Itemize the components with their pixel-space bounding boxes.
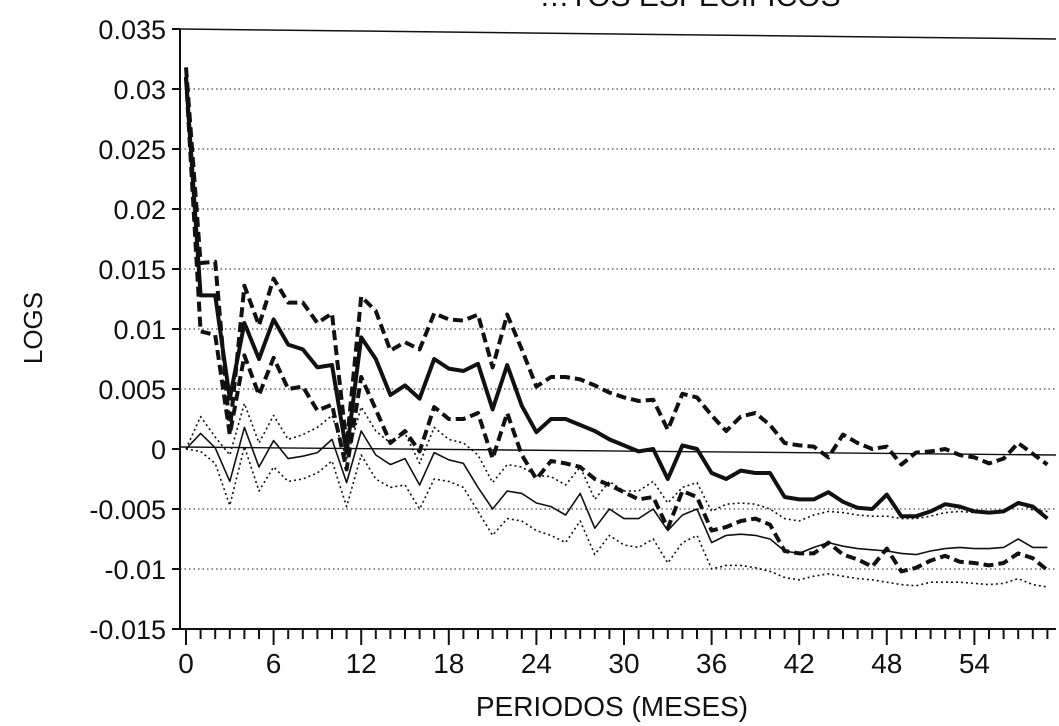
x-tick-label: 0 (178, 648, 194, 679)
x-tick-label: 18 (433, 648, 464, 679)
y-tick-label: 0 (151, 435, 166, 465)
zero-line (179, 446, 1057, 456)
chart-title: …TOS ESPECÍFICOS (539, 0, 840, 13)
series-line-4 (185, 426, 1048, 556)
series-line-2 (184, 67, 1049, 467)
y-tick-label: 0.02 (113, 195, 166, 225)
y-tick-label: 0.03 (113, 75, 166, 105)
y-tick-label: 0.035 (98, 15, 166, 45)
x-tick-label: 42 (784, 648, 815, 679)
x-tick-label: 54 (959, 648, 990, 679)
y-tick-label: 0.005 (98, 375, 166, 405)
x-tick-label: 12 (346, 648, 377, 679)
top-frame-line (179, 28, 1057, 40)
x-tick-label: 48 (871, 648, 902, 679)
series-line-3 (184, 76, 1049, 574)
x-tick-label: 24 (521, 648, 552, 679)
y-axis-label: LOGS (18, 292, 48, 364)
y-tick-label: -0.01 (104, 555, 166, 585)
series-line-5 (185, 402, 1048, 522)
y-tick-label: 0.01 (113, 315, 166, 345)
y-tick-label: 0.015 (98, 255, 166, 285)
x-tick-label: 30 (608, 648, 639, 679)
ticks: 0.035 0.03 0.025 0.02 0.015 0.01 0.005 0 -0.005 -… (89, 15, 1049, 679)
grid (180, 88, 1056, 570)
y-tick-label: -0.015 (89, 615, 166, 645)
x-axis-label: PERIODOS (MESES) (476, 691, 748, 722)
x-tick-label: 6 (266, 648, 282, 679)
series-line-1 (184, 76, 1049, 521)
series-line-6 (185, 445, 1048, 588)
y-tick-label: -0.005 (89, 495, 166, 525)
y-tick-label: 0.025 (98, 135, 166, 165)
series-group (184, 67, 1049, 588)
x-tick-label: 36 (696, 648, 727, 679)
